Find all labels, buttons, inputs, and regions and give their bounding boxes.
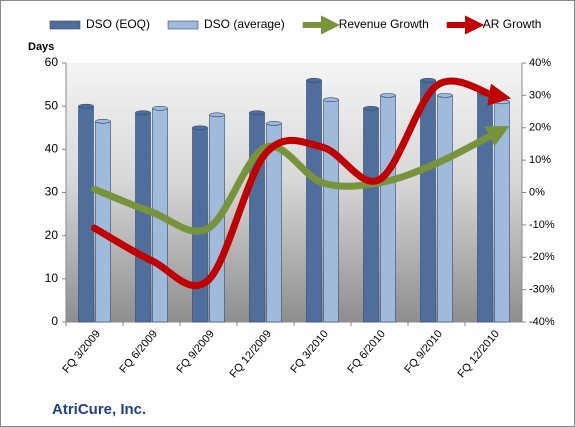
bar-cap [266, 121, 282, 126]
bar-cap [323, 97, 339, 102]
y-tick-label: 0 [51, 314, 58, 328]
bar-cap [249, 110, 265, 115]
legend-swatch [167, 20, 199, 30]
bar-cap [420, 77, 436, 83]
legend-swatch [49, 20, 81, 30]
bar-cap [95, 118, 111, 124]
bar-cap [437, 93, 453, 98]
bar [420, 79, 436, 323]
bar [192, 127, 208, 323]
y-tick-label: 10 [45, 271, 59, 285]
y-tick-label: 20 [45, 228, 59, 242]
y2-tick-label: 30% [529, 89, 551, 101]
bar [306, 79, 322, 323]
y2-tick-label: 10% [529, 154, 551, 166]
bar [363, 108, 379, 323]
y2-tick-label: 40% [529, 57, 551, 69]
bar-cap [152, 106, 168, 111]
bar-cap [209, 112, 225, 118]
plot-area [66, 63, 522, 322]
bar [437, 95, 453, 323]
y2-tick-label: -40% [529, 316, 555, 328]
bar [380, 95, 396, 323]
legend-label: DSO (average) [204, 17, 285, 31]
company-name: AtriCure, Inc. [52, 401, 146, 418]
bar-cap [192, 125, 208, 131]
bar [323, 99, 339, 323]
bar [95, 120, 111, 323]
bar-cap [135, 110, 151, 115]
y2-tick-label: -30% [529, 284, 555, 296]
legend-label: Revenue Growth [339, 17, 429, 31]
bar [78, 105, 94, 323]
y2-tick-label: 0% [529, 186, 545, 198]
y2-tick-label: 20% [529, 122, 551, 134]
bar-cap [494, 99, 510, 105]
bar [249, 112, 265, 323]
series-line [91, 126, 510, 235]
bar [477, 92, 493, 323]
y-tick-label: 60 [45, 55, 59, 69]
y-tick-label: 50 [45, 98, 59, 112]
bar [135, 112, 151, 323]
y2-tick-label: -10% [529, 219, 555, 231]
legend-label: DSO (EOQ) [86, 17, 150, 31]
bar-cap [78, 103, 94, 109]
bar-cap [380, 93, 396, 98]
y2-tick-label: -20% [529, 251, 555, 263]
series-line [91, 77, 512, 290]
y-tick-label: 40 [45, 142, 59, 156]
bar-cap [306, 77, 322, 83]
y-tick-label: 30 [45, 185, 59, 199]
bar-cap [363, 106, 379, 111]
y-axis-title: Days [28, 41, 54, 53]
legend-label: AR Growth [483, 17, 542, 31]
